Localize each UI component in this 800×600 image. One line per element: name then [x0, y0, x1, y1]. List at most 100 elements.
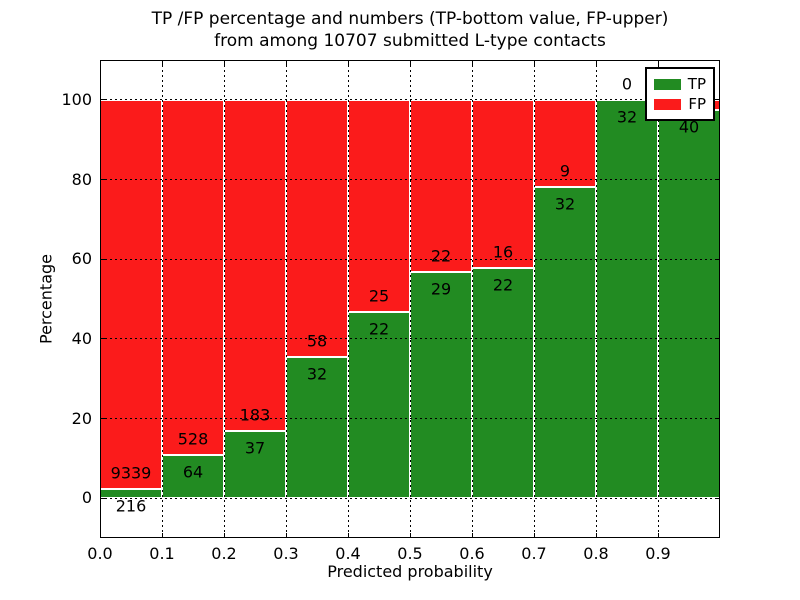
bar-segment-fp [286, 99, 348, 357]
chart-title-line2: from among 10707 submitted L-type contac… [214, 31, 606, 51]
tp-count-label: 40 [678, 117, 700, 137]
fp-count-label: 183 [239, 405, 271, 425]
bar-segment-tp [534, 187, 596, 499]
x-tick-mark-top [223, 60, 225, 65]
x-tick-mark-top [409, 60, 411, 65]
y-tick-label: 80 [71, 169, 92, 189]
vertical-gridline [533, 60, 535, 538]
bar-segment-tp [410, 271, 472, 499]
y-tick-mark-left [100, 179, 105, 180]
fp-count-label: 9339 [110, 463, 152, 483]
x-tick-label: 0.8 [583, 544, 609, 563]
vertical-gridline [409, 60, 411, 538]
legend: TP FP [645, 67, 715, 121]
tp-count-label: 22 [368, 319, 390, 339]
vertical-gridline [657, 60, 659, 538]
fp-count-label: 58 [306, 331, 328, 351]
fp-count-label: 22 [430, 246, 452, 266]
x-tick-mark-top [471, 60, 473, 65]
x-tick-label: 0.0 [87, 544, 113, 563]
tp-count-label: 216 [115, 496, 147, 516]
bar-segment-fp [224, 99, 286, 432]
x-tick-mark-bottom [409, 533, 411, 538]
bar-segment-fp [472, 99, 534, 268]
tp-count-label: 64 [182, 462, 204, 482]
bar-segment-tp [596, 99, 658, 499]
bar-segment-tp [286, 356, 348, 499]
legend-entry-label: FP [688, 95, 706, 113]
plot-area: 9339 216 528 64 183 37 58 32 25 22 22 29 16 22 9 32 0 32 4… [99, 60, 720, 538]
x-tick-mark-bottom [161, 533, 163, 538]
x-tick-mark-bottom [223, 533, 225, 538]
horizontal-gridline [100, 338, 720, 340]
fp-count-label: 528 [177, 429, 209, 449]
tp-legend-swatch [654, 78, 681, 90]
fp-legend-swatch [654, 98, 681, 110]
x-axis-label: Predicted probability [327, 562, 493, 581]
x-tick-mark-bottom [595, 533, 597, 538]
vertical-gridline [285, 60, 287, 538]
horizontal-gridline [100, 179, 720, 180]
horizontal-gridline [100, 418, 720, 419]
x-tick-mark-bottom [347, 533, 349, 538]
tp-count-label: 37 [244, 438, 266, 458]
fp-count-label: 25 [368, 286, 390, 306]
y-tick-mark-right [715, 179, 720, 180]
tp-count-label: 32 [306, 364, 328, 384]
x-tick-label: 0.3 [273, 544, 299, 563]
horizontal-gridline [100, 258, 720, 260]
tp-count-label: 32 [554, 194, 576, 214]
x-tick-label: 0.6 [459, 544, 485, 563]
bar-segment-fp [162, 99, 224, 456]
x-tick-mark-top [99, 60, 101, 65]
legend-entry: FP [654, 94, 706, 114]
y-tick-mark-left [100, 338, 105, 340]
x-tick-mark-top [595, 60, 597, 65]
legend-entry-label: TP [687, 75, 706, 93]
x-tick-mark-bottom [657, 533, 659, 538]
bar-segment-tp [658, 109, 720, 499]
bar-segment-tp [162, 455, 224, 499]
legend-entry: TP [654, 74, 706, 94]
x-tick-label: 0.9 [645, 544, 671, 563]
y-tick-mark-right [715, 338, 720, 340]
y-tick-label: 100 [61, 89, 92, 109]
vertical-gridline [161, 60, 163, 538]
vertical-gridline [471, 60, 473, 538]
bar-segment-fp [534, 99, 596, 188]
tp-count-label: 29 [430, 279, 452, 299]
bar-segment-fp [100, 99, 162, 490]
x-tick-mark-bottom [533, 533, 535, 538]
x-tick-mark-top [533, 60, 535, 65]
fp-count-label: 9 [559, 161, 571, 181]
bar-segment-fp [348, 99, 410, 312]
x-tick-mark-top [657, 60, 659, 65]
x-tick-mark-bottom [285, 533, 287, 538]
y-tick-label: 40 [71, 328, 92, 348]
x-tick-mark-bottom [99, 533, 101, 538]
vertical-gridline [595, 60, 597, 538]
bar-segment-tp [348, 311, 410, 499]
chart-title-line1: TP /FP percentage and numbers (TP-bottom… [151, 9, 669, 29]
bar-segment-fp [410, 99, 472, 272]
fp-count-label: 16 [492, 242, 514, 262]
y-tick-mark-left [100, 99, 105, 101]
x-tick-mark-top [285, 60, 287, 65]
vertical-gridline [347, 60, 349, 538]
y-tick-mark-left [100, 418, 105, 419]
y-tick-mark-left [100, 258, 105, 260]
y-axis-label: Percentage [36, 253, 56, 345]
x-tick-label: 0.7 [521, 544, 547, 563]
tp-count-label: 22 [492, 275, 514, 295]
y-tick-mark-left [100, 497, 105, 499]
x-tick-label: 0.1 [149, 544, 175, 563]
x-tick-label: 0.2 [211, 544, 237, 563]
y-tick-label: 0 [81, 488, 92, 508]
bar-segment-tp [472, 267, 534, 499]
y-tick-mark-right [715, 497, 720, 499]
horizontal-gridline [100, 99, 720, 101]
y-tick-label: 60 [71, 249, 92, 269]
x-tick-mark-top [347, 60, 349, 65]
y-tick-mark-right [715, 418, 720, 419]
